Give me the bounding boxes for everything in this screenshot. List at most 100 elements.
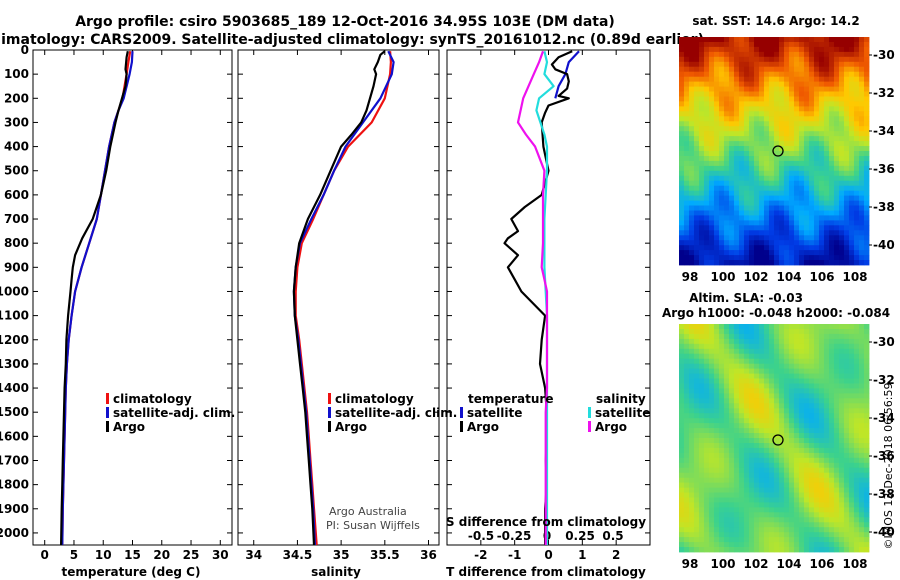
map-cell	[704, 512, 710, 518]
map-cell	[754, 220, 760, 226]
map-cell	[744, 537, 750, 543]
map-cell	[739, 542, 745, 548]
map-cell	[784, 190, 790, 197]
map-cell	[814, 51, 820, 58]
map-cell	[684, 111, 690, 117]
map-cell	[689, 452, 695, 459]
map-cell	[794, 190, 800, 197]
map-cell	[699, 527, 705, 533]
map-cell	[764, 121, 770, 127]
map-cell	[744, 348, 750, 355]
map-cell	[744, 447, 750, 454]
map-cell	[769, 333, 775, 340]
map-cell	[684, 358, 690, 365]
map-cell	[829, 403, 835, 409]
map-cell	[784, 472, 790, 479]
map-cell	[734, 200, 740, 206]
map-cell	[709, 71, 715, 78]
map-cell	[684, 175, 690, 182]
map-cell	[814, 447, 820, 454]
map-cell	[714, 235, 720, 241]
map-cell	[689, 418, 695, 424]
map-cell	[684, 353, 690, 360]
map-cell	[714, 255, 720, 261]
map-cell	[814, 141, 820, 147]
map-cell	[714, 452, 720, 459]
map-cell	[844, 116, 850, 122]
map-cell	[789, 116, 795, 122]
map-cell	[739, 433, 745, 439]
map-cell	[779, 462, 785, 469]
map-cell	[739, 151, 745, 157]
series-line-argo	[292, 50, 386, 546]
x-tick-label: 35.5	[370, 548, 400, 562]
map-cell	[824, 388, 830, 394]
map-cell	[829, 517, 835, 523]
map-cell	[819, 517, 825, 523]
map-cell	[819, 447, 825, 454]
map-cell	[739, 141, 745, 147]
map-cell	[849, 185, 855, 192]
map-cell	[829, 185, 835, 192]
map-cell	[839, 210, 845, 216]
map-cell	[734, 383, 740, 389]
map-cell	[804, 210, 810, 216]
map-cell	[864, 235, 870, 241]
map-cell	[864, 190, 870, 197]
map-cell	[719, 250, 725, 256]
map-cell	[859, 443, 865, 449]
map-cell	[744, 378, 750, 384]
map-cell	[714, 477, 720, 484]
map-cell	[859, 250, 865, 256]
map-cell	[789, 51, 795, 58]
map-cell	[804, 61, 810, 68]
map-cell	[809, 324, 815, 330]
map-cell	[729, 348, 735, 355]
map-cell	[744, 136, 750, 142]
map-cell	[829, 492, 835, 498]
map-cell	[694, 542, 700, 548]
map-cell	[799, 37, 805, 43]
map-cell	[844, 136, 850, 142]
map-cell	[709, 452, 715, 459]
map-cell	[739, 131, 745, 137]
map-cell	[764, 393, 770, 399]
map-cell	[729, 121, 735, 127]
map-cell	[734, 467, 740, 474]
map-cell	[829, 101, 835, 107]
depth-tick-label: 900	[4, 260, 29, 274]
map-cell	[719, 126, 725, 132]
map-cell	[809, 66, 815, 73]
temperature-xlabel: temperature (deg C)	[62, 565, 201, 579]
map-cell	[739, 338, 745, 345]
sst-map-title: sat. SST: 14.6 Argo: 14.2	[692, 14, 859, 28]
map-cell	[794, 512, 800, 518]
legend-swatch-temp-argo	[460, 421, 463, 432]
map-cell	[759, 522, 765, 528]
map-cell	[809, 467, 815, 474]
map-cell	[724, 160, 730, 167]
map-cell	[809, 205, 815, 211]
map-cell	[704, 353, 710, 360]
map-cell	[739, 240, 745, 246]
map-cell	[739, 200, 745, 206]
map-cell	[799, 497, 805, 503]
map-cell	[729, 487, 735, 493]
map-cell	[849, 497, 855, 503]
map-cell	[849, 358, 855, 365]
map-cell	[679, 141, 685, 147]
map-cell	[774, 333, 780, 340]
map-cell	[804, 255, 810, 261]
map-cell	[734, 111, 740, 117]
map-cell	[724, 151, 730, 157]
map-cell	[829, 121, 835, 127]
map-cell	[689, 467, 695, 474]
map-cell	[709, 517, 715, 523]
map-cell	[694, 141, 700, 147]
map-cell	[854, 195, 860, 201]
map-cell	[859, 507, 865, 513]
map-cell	[709, 497, 715, 503]
map-cell	[749, 333, 755, 340]
map-cell	[829, 126, 835, 132]
map-cell	[684, 333, 690, 340]
